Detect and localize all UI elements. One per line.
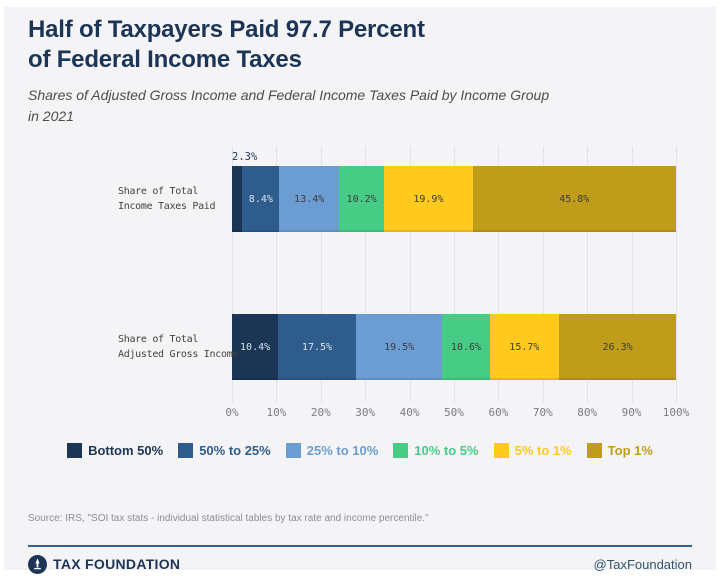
legend-label: 25% to 10% [306,443,379,458]
legend-label: Bottom 50% [88,443,164,458]
x-axis-tick-label: 30% [355,406,376,419]
category-label: Share of Total Income Taxes Paid [118,184,230,214]
subtitle-line-1: Shares of Adjusted Gross Income and Fede… [28,87,550,103]
segment-value-label: 10.6% [450,341,482,353]
legend-swatch [393,443,409,458]
segment-value-label: 8.4% [248,193,273,205]
legend-label: 10% to 5% [414,443,479,458]
source-note: Source: IRS, "SOI tax stats - individual… [28,513,429,524]
category-label-line: Income Taxes Paid [118,201,216,212]
gridline [587,146,589,402]
gridline [542,146,544,402]
stacked-bar-row: 8.4% 13.4% 10.2% 19.9% 45.8% [232,166,676,232]
legend-swatch [67,443,83,458]
bar-segment: 8.4% [242,166,280,232]
gridline [365,146,367,402]
x-axis: 0% 10% 20% 30% 40% 50% 60% 70% 80% 90% 100% [225,406,689,420]
legend-swatch [586,443,602,458]
x-axis-tick-label: 60% [488,406,509,419]
x-axis-tick-label: 10% [266,406,287,419]
segment-value-label: 26.3% [602,341,633,353]
legend-item: 5% to 1% [493,443,572,458]
gridline [409,146,411,402]
x-axis-tick-label: 80% [577,406,598,419]
gridline [631,146,633,402]
brand-name: TAX FOUNDATION [53,556,181,572]
subtitle-line-2: in 2021 [28,108,74,124]
bar-segment: 10.2% [338,166,385,232]
gridline [232,146,233,402]
brand-logo-group: TAX FOUNDATION [28,554,181,574]
twitter-handle: @TaxFoundation [593,556,692,572]
gridline [676,146,677,402]
legend-item: Bottom 50% [67,443,163,458]
bar-segment: 10.6% [442,314,490,380]
x-axis-tick-label: 70% [532,406,553,419]
gridline [498,146,500,402]
bar-segment: 13.4% [279,166,339,232]
x-axis-tick-label: 90% [621,406,642,419]
segment-value-label: 19.5% [384,341,415,353]
legend-swatch [493,443,509,458]
footer-divider [28,545,692,547]
legend: Bottom 50% 50% to 25% 25% to 10% 10% to 5% 5… [4,443,716,458]
chart-subtitle: Shares of Adjusted Gross Income and Fede… [28,85,549,127]
category-label-line: Share of Total [118,334,199,345]
bar-segment: 19.5% [355,314,443,380]
x-axis-tick-label: 0% [225,406,239,419]
segment-value-label-above: 2.3% [232,151,258,163]
bar-segment: 10.4% [232,314,279,380]
plot-area: 8.4% 13.4% 10.2% 19.9% 45.8% 10.4% 17.5% 19.5% 1… [232,146,677,402]
title-line-2: of Federal Income Taxes [28,46,302,73]
footer-bar: TAX FOUNDATION @TaxFoundation [28,553,692,575]
tax-foundation-logo-icon [28,554,47,574]
stacked-bar-row: 10.4% 17.5% 19.5% 10.6% 15.7% 26.3% [232,314,676,380]
x-axis-tick-label: 40% [399,406,420,419]
x-axis-tick-label: 100% [662,406,690,419]
legend-swatch [178,443,194,458]
category-label-line: Share of Total [118,186,199,197]
bar-segment: 26.3% [559,314,676,380]
legend-label: Top 1% [607,443,653,458]
x-axis-tick-label: 50% [444,406,464,419]
segment-value-label: 13.4% [294,193,325,205]
legend-item: 50% to 25% [178,443,271,458]
gridline [320,146,322,402]
segment-value-label: 19.9% [413,193,444,205]
segment-value-label: 10.2% [346,193,377,205]
segment-value-label: 45.8% [559,193,590,205]
segment-value-label: 10.4% [240,341,271,353]
gridline [276,146,278,402]
legend-swatch [285,443,301,458]
legend-item: Top 1% [586,443,653,458]
legend-item: 10% to 5% [393,443,479,458]
legend-label: 50% to 25% [199,443,271,458]
x-axis-tick-label: 20% [310,406,331,419]
page-title: Half of Taxpayers Paid 97.7 Percent of F… [28,15,425,75]
bar-segment: 19.9% [384,166,473,232]
bar-segment: 15.7% [489,314,560,380]
legend-label: 5% to 1% [514,443,572,458]
infographic-card: Half of Taxpayers Paid 97.7 Percent of F… [4,7,716,574]
legend-item: 25% to 10% [285,443,379,458]
bar-segment [232,166,243,232]
bar-segment: 17.5% [278,314,356,380]
bar-segment: 45.8% [472,166,676,232]
category-label: Share of Total Adjusted Gross Income [118,332,239,362]
title-line-1: Half of Taxpayers Paid 97.7 Percent [28,16,425,43]
category-label-line: Adjusted Gross Income [118,349,239,360]
segment-value-label: 17.5% [301,341,333,353]
segment-value-label: 15.7% [509,341,540,353]
gridline [454,146,455,402]
